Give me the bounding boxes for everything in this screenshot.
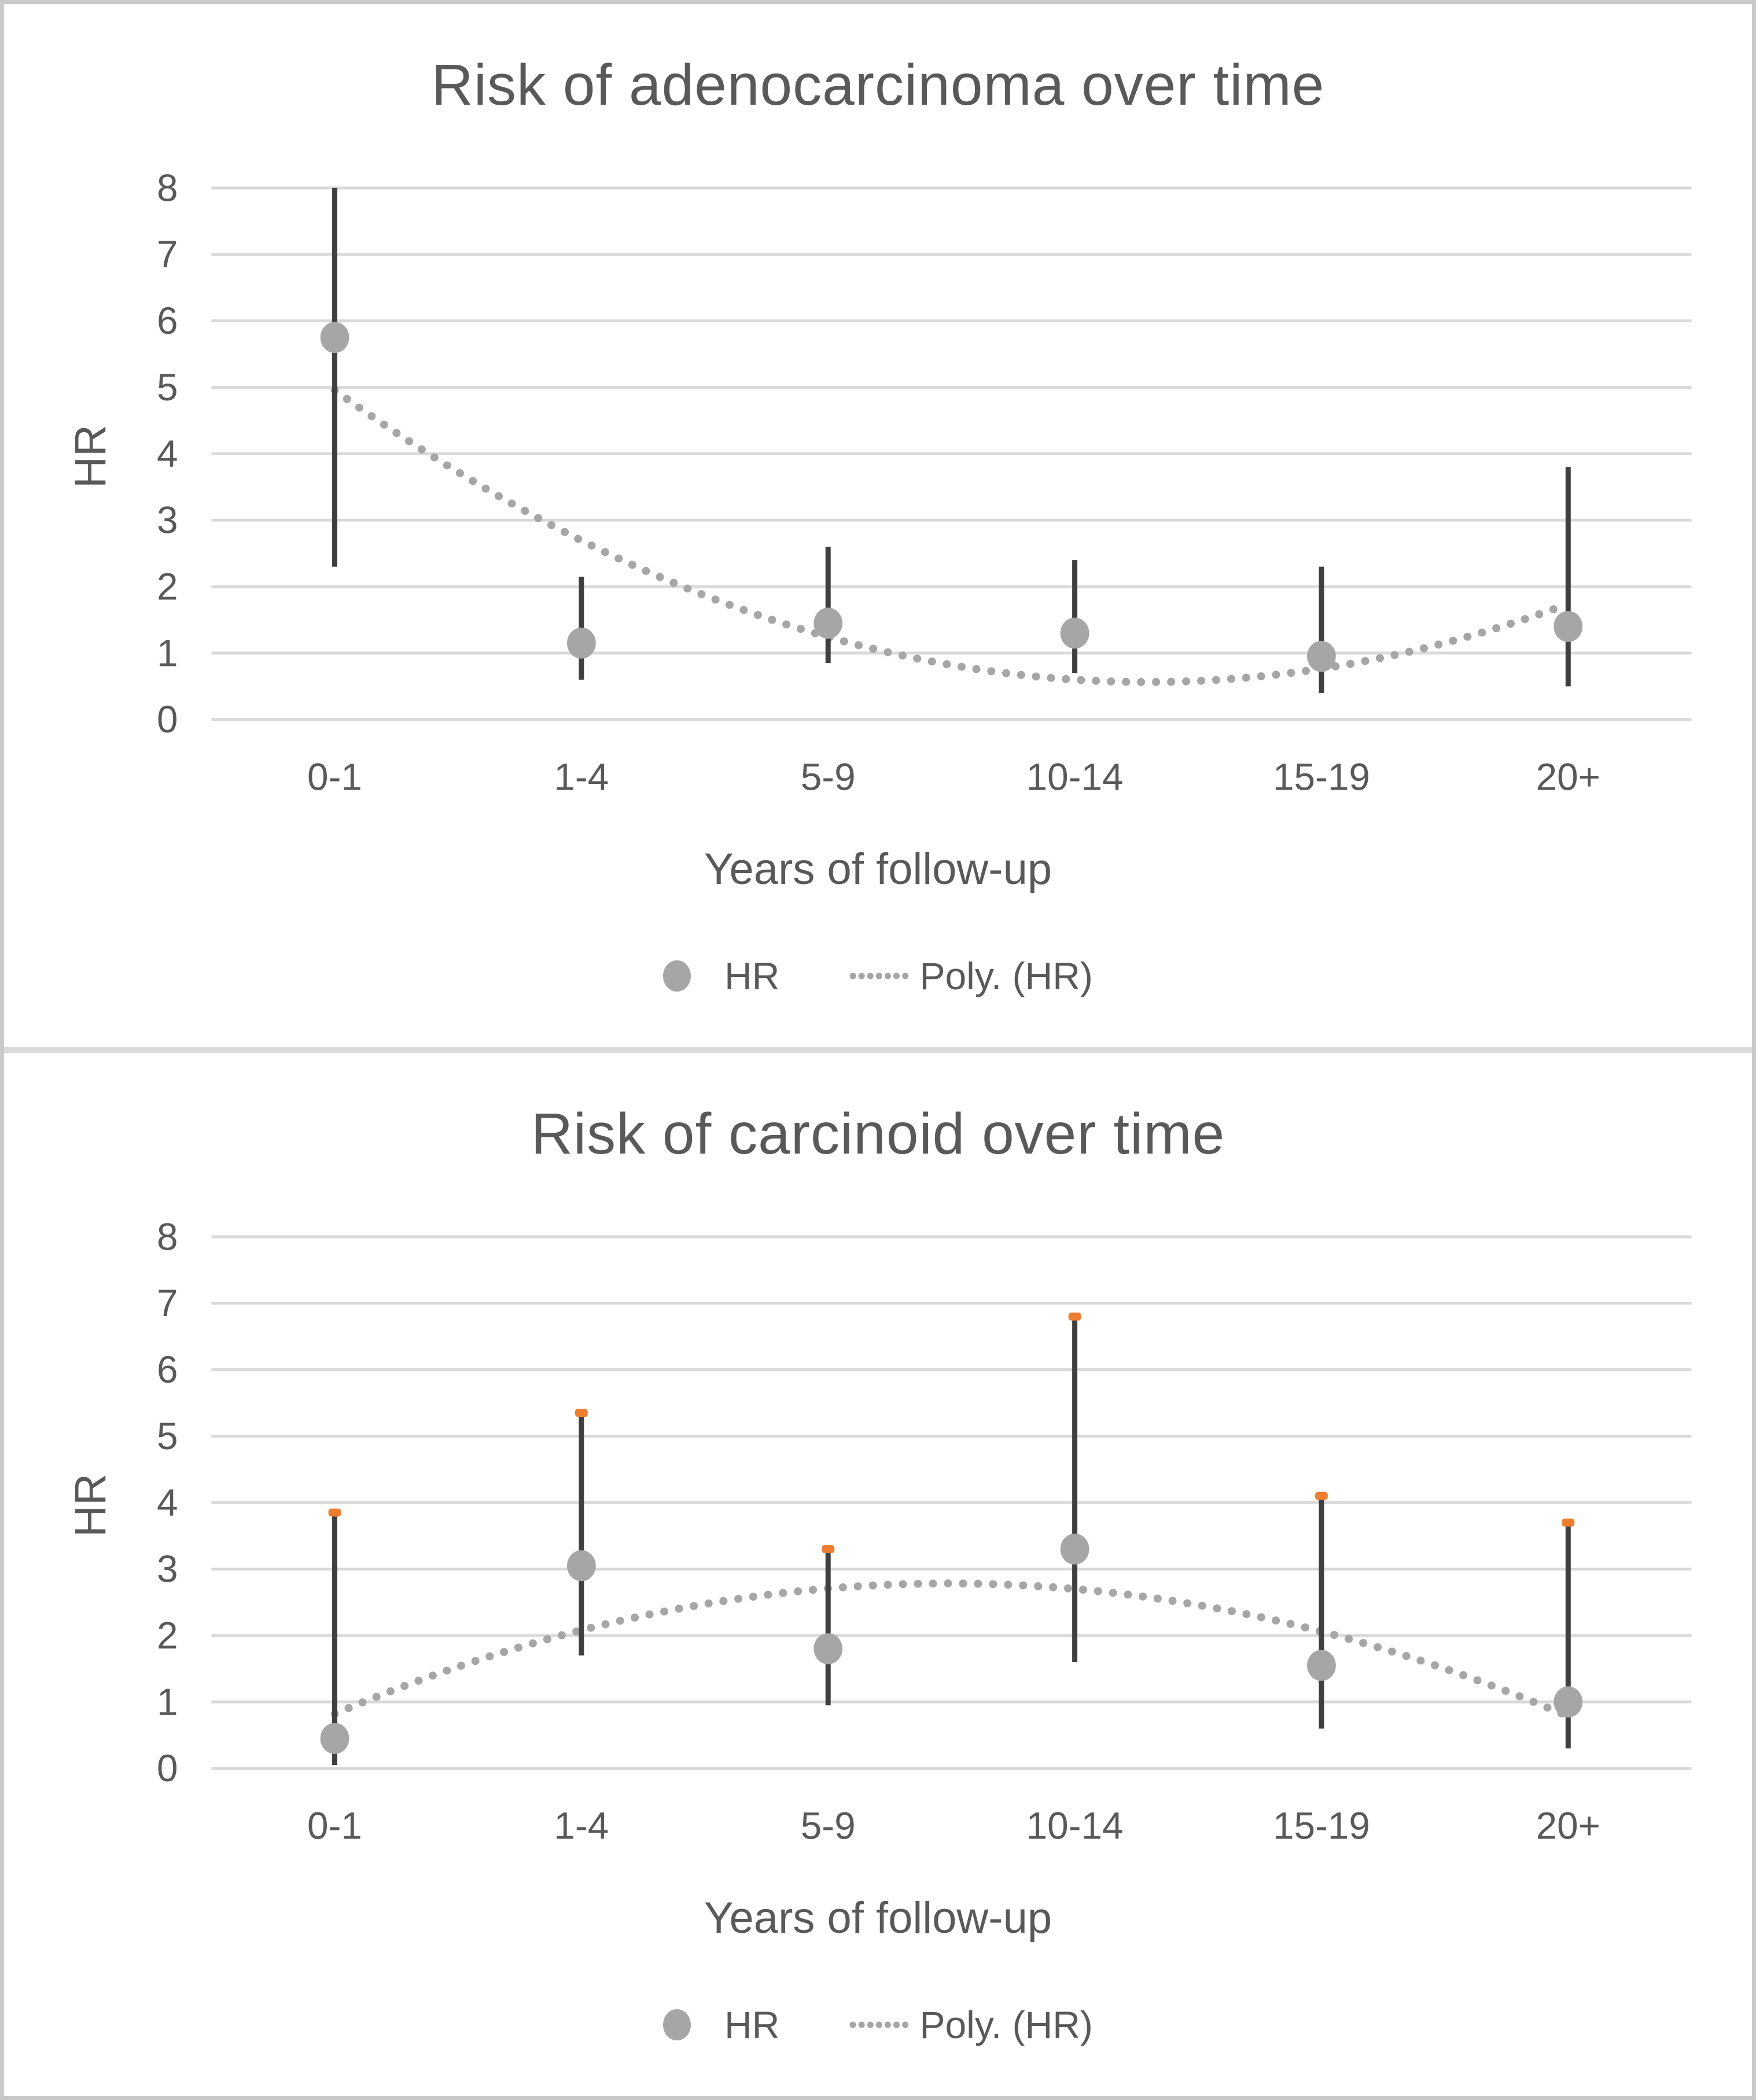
y-tick-label: 8	[157, 1215, 178, 1258]
legend: HR Poly. (HR)	[4, 944, 1752, 1008]
data-point-marker	[813, 1633, 843, 1664]
y-tick-label: 7	[157, 233, 178, 275]
y-tick-label: 0	[157, 698, 178, 740]
data-point-marker	[1553, 611, 1583, 642]
y-tick-label: 7	[157, 1282, 178, 1324]
poly-legend-line-icon	[849, 2021, 914, 2028]
x-tick-label: 5-9	[801, 756, 856, 798]
poly-legend-line-icon	[849, 972, 914, 979]
poly-legend-label: Poly. (HR)	[919, 2003, 1093, 2046]
y-tick-label: 3	[157, 499, 178, 541]
panel-adenocarcinoma: 0 1 2 3 4 5 6 7 8 0-1 1-4 5-9 10-14 15-19 20+ Risk of …	[4, 4, 1752, 1047]
chart-title: Risk of adenocarcinoma over time	[431, 53, 1325, 117]
data-point-marker	[1060, 617, 1089, 649]
x-tick-label: 5-9	[801, 1805, 856, 1847]
x-tick-label: 0-1	[307, 1805, 362, 1847]
error-bar-cap	[822, 1545, 835, 1553]
hr-legend-label: HR	[724, 2003, 780, 2046]
data-point-marker	[566, 627, 596, 659]
y-tick-label: 2	[157, 566, 178, 608]
trend-line	[330, 1579, 1571, 1720]
x-tick-label: 0-1	[307, 756, 362, 798]
y-tick-label: 0	[157, 1747, 178, 1789]
y-tick-label: 4	[157, 433, 178, 475]
legend: HR Poly. (HR)	[4, 1993, 1752, 2057]
y-tick-label: 8	[157, 167, 178, 209]
y-tick-label: 4	[157, 1482, 178, 1524]
hr-legend-label: HR	[724, 955, 780, 997]
x-tick-label: 10-14	[1026, 1805, 1124, 1847]
y-axis-title: HR	[66, 1473, 116, 1537]
x-tick-label: 1-4	[554, 756, 609, 798]
chart-canvas-adenocarcinoma: 0 1 2 3 4 5 6 7 8 0-1 1-4 5-9 10-14 15-19 20+	[157, 167, 1692, 798]
x-axis-title: Years of follow-up	[704, 1893, 1052, 1943]
hr-legend-marker-icon	[663, 2009, 691, 2040]
error-bar-cap	[575, 1409, 588, 1417]
data-point-marker	[813, 607, 843, 639]
y-axis-title: HR	[66, 425, 116, 488]
trend-line	[330, 386, 1571, 686]
x-tick-label: 15-19	[1273, 1805, 1370, 1847]
error-bar-cap	[1562, 1518, 1575, 1527]
y-tick-label: 3	[157, 1548, 178, 1590]
panel-carcinoid: 0 1 2 3 4 5 6 7 8 0-1 1-4 5-9 10-14 15-19 20+ Risk of …	[4, 1053, 1752, 2096]
panel-divider	[4, 1047, 1752, 1053]
y-tick-label: 2	[157, 1615, 178, 1657]
data-point-marker	[1307, 1649, 1336, 1681]
x-axis-title: Years of follow-up	[704, 845, 1052, 894]
x-tick-label: 20+	[1536, 756, 1600, 798]
hr-legend-marker-icon	[663, 960, 691, 992]
data-point-marker	[320, 322, 349, 353]
data-point-marker	[566, 1550, 596, 1582]
x-tick-label: 20+	[1536, 1805, 1600, 1847]
y-tick-label: 1	[157, 1681, 178, 1723]
error-bar-cap	[328, 1508, 341, 1517]
y-tick-label: 5	[157, 1415, 178, 1457]
y-tick-label: 6	[157, 1349, 178, 1391]
chart-canvas-carcinoid: 0 1 2 3 4 5 6 7 8 0-1 1-4 5-9 10-14 15-19 20+	[157, 1215, 1692, 1847]
error-bar-cap	[1315, 1491, 1328, 1500]
data-point-marker	[320, 1723, 349, 1754]
y-tick-label: 6	[157, 300, 178, 342]
chart-title: Risk of carcinoid over time	[531, 1101, 1225, 1166]
x-tick-label: 1-4	[554, 1805, 609, 1847]
data-point-marker	[1060, 1533, 1089, 1565]
y-tick-label: 5	[157, 366, 178, 408]
poly-legend-label: Poly. (HR)	[919, 955, 1093, 997]
data-point-marker	[1553, 1686, 1583, 1718]
data-point-marker	[1307, 640, 1336, 672]
x-tick-label: 10-14	[1026, 756, 1124, 798]
x-tick-label: 15-19	[1273, 756, 1370, 798]
error-bar-cap	[1068, 1312, 1081, 1321]
y-tick-label: 1	[157, 632, 178, 674]
